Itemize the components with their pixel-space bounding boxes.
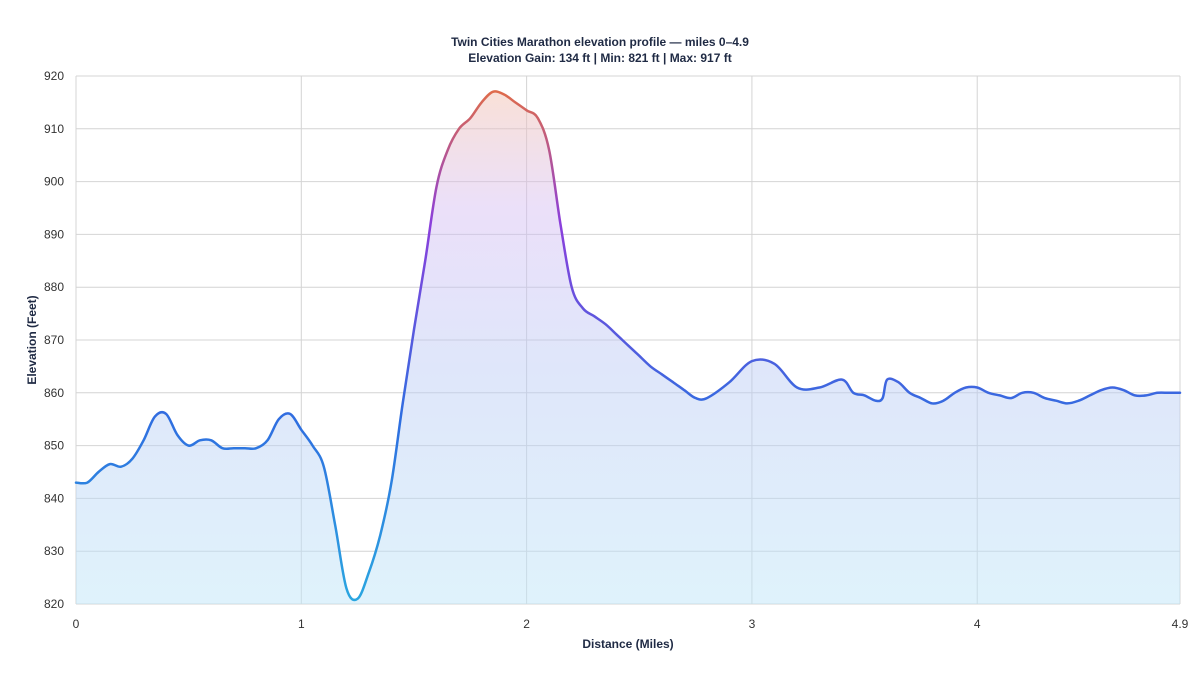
elevation-area [76, 91, 1180, 604]
y-tick-label: 830 [44, 544, 64, 558]
x-tick-label: 0 [73, 617, 80, 631]
x-axis-ticks: 0 1 2 3 4 4.9 [73, 617, 1189, 631]
y-tick-label: 840 [44, 491, 64, 505]
x-tick-label: 4.9 [1172, 617, 1189, 631]
x-tick-label: 4 [974, 617, 981, 631]
chart-title: Twin Cities Marathon elevation profile —… [451, 35, 749, 49]
x-tick-label: 1 [298, 617, 305, 631]
y-tick-label: 910 [44, 122, 64, 136]
x-tick-label: 3 [749, 617, 756, 631]
x-tick-label: 2 [523, 617, 530, 631]
y-tick-label: 860 [44, 386, 64, 400]
y-axis-title: Elevation (Feet) [25, 295, 39, 384]
y-tick-label: 920 [44, 69, 64, 83]
x-axis-title: Distance (Miles) [582, 637, 673, 651]
y-tick-label: 900 [44, 175, 64, 189]
y-tick-label: 870 [44, 333, 64, 347]
plot-area [74, 90, 1182, 604]
y-tick-label: 850 [44, 439, 64, 453]
y-tick-label: 820 [44, 597, 64, 611]
chart-subtitle: Elevation Gain: 134 ft | Min: 821 ft | M… [468, 51, 731, 65]
y-tick-label: 880 [44, 280, 64, 294]
y-tick-label: 890 [44, 227, 64, 241]
elevation-line [74, 90, 1182, 602]
y-axis-ticks: 820 830 840 850 860 870 880 890 900 910 920 [44, 69, 64, 611]
